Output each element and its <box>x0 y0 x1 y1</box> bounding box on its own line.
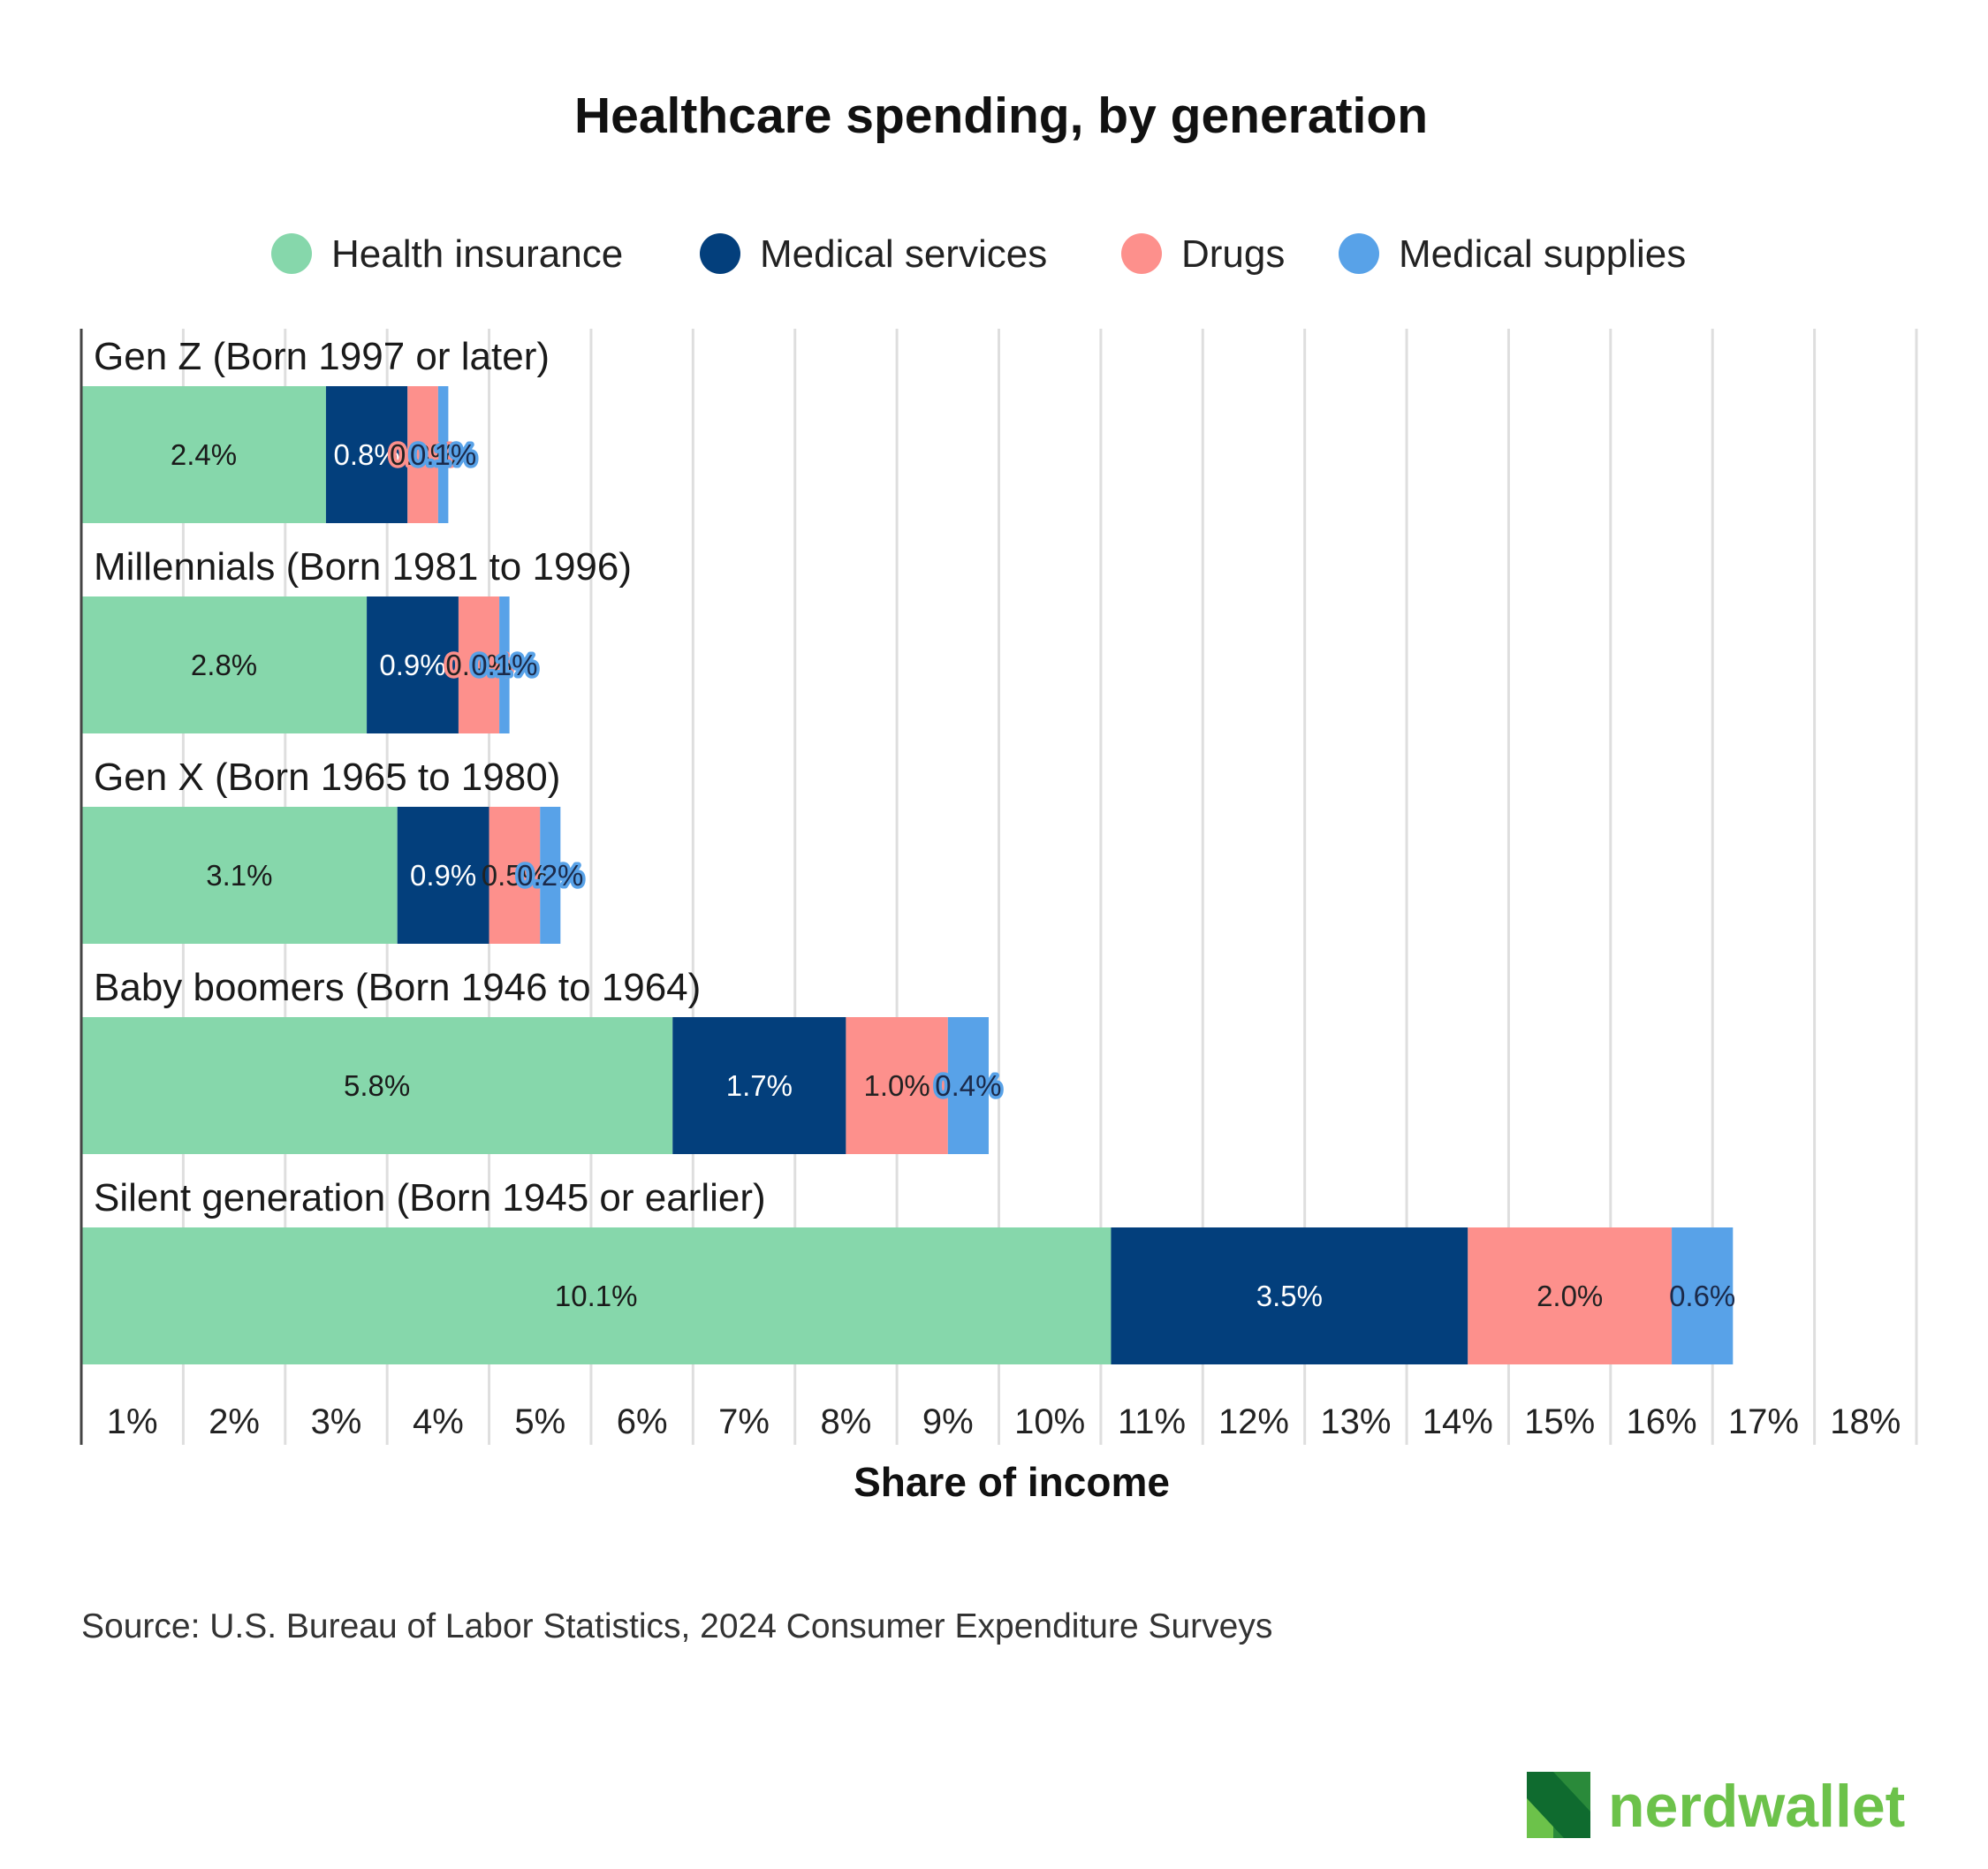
bar-segment <box>1468 1227 1673 1364</box>
bar-segment <box>325 386 408 523</box>
data-label: 0.9% <box>379 649 445 681</box>
logo-wordmark: nerdwallet <box>1608 1773 1905 1840</box>
data-label: 3.1% <box>206 859 272 892</box>
x-tick-label: 6% <box>617 1402 668 1441</box>
data-label: 2.0% <box>1537 1280 1603 1312</box>
x-tick-label: 14% <box>1423 1402 1493 1441</box>
x-tick-label: 8% <box>821 1402 872 1441</box>
bar-segment <box>81 596 368 733</box>
legend-item: Health insurance <box>271 232 623 276</box>
data-label: 2.4% <box>171 438 237 471</box>
legend-swatch <box>271 233 312 274</box>
bars: 2.4% 0.8%0.3%0.1%2.8% 0.9% 0.4%0.1%3.1% 0.9%… <box>81 386 1735 1364</box>
category-label: Gen X (Born 1965 to 1980) <box>94 756 560 799</box>
category-label: Gen Z (Born 1997 or later) <box>94 335 550 378</box>
bar-segment <box>81 1227 1112 1364</box>
chart-title: Healthcare spending, by generation <box>574 87 1428 144</box>
bar-segment <box>367 596 459 733</box>
bar-segment <box>672 1017 846 1154</box>
data-label: 0.2% <box>517 859 583 892</box>
data-label: 5.8% <box>344 1069 410 1102</box>
bar-segment <box>1111 1227 1468 1364</box>
category-label: Silent generation (Born 1945 or earlier) <box>94 1176 766 1219</box>
x-axis-label: Share of income <box>854 1459 1170 1505</box>
x-tick-label: 5% <box>514 1402 565 1441</box>
bar-segment <box>489 807 541 944</box>
x-tick-label: 4% <box>413 1402 464 1441</box>
data-label: 0.6% <box>1669 1280 1735 1312</box>
legend-swatch <box>700 233 740 274</box>
data-label: 0.8% <box>333 438 399 471</box>
legend-label: Drugs <box>1181 232 1285 276</box>
legend-label: Medical supplies <box>1399 232 1686 276</box>
bar-segment <box>81 386 326 523</box>
nerdwallet-n-logo-icon <box>1527 1772 1590 1838</box>
x-tick-labels: 1% 2% 3% 4% 5% 6% 7% 8% 9% 10% 11% 12% 13% 14% 15% 16% 1… <box>107 1402 1901 1441</box>
x-tick-label: 13% <box>1320 1402 1391 1441</box>
bar-segment <box>458 596 500 733</box>
data-label: 1.7% <box>726 1069 793 1102</box>
legend: Health insurance Medical services Drugs Med… <box>271 232 1686 276</box>
data-label: 2.8% <box>191 649 257 681</box>
legend-label: Medical services <box>760 232 1047 276</box>
x-tick-label: 18% <box>1830 1402 1901 1441</box>
bar-segment <box>1672 1227 1734 1364</box>
x-tick-label: 2% <box>209 1402 260 1441</box>
data-label: 0.1% <box>471 649 537 681</box>
x-tick-label: 7% <box>718 1402 770 1441</box>
legend-item: Medical services <box>700 232 1047 276</box>
source-note: Source: U.S. Bureau of Labor Statistics,… <box>81 1607 1272 1645</box>
bar-segment <box>397 807 489 944</box>
data-label: 3.5% <box>1256 1280 1323 1312</box>
bar-segment <box>81 1017 673 1154</box>
bar-segment <box>947 1017 989 1154</box>
data-label: 1.0% <box>864 1069 930 1102</box>
category-labels: Gen Z (Born 1997 or later) Millennials (B… <box>94 335 766 1219</box>
data-label: 0.3% <box>390 438 456 471</box>
bar-segment <box>540 807 561 944</box>
x-tick-label: 1% <box>107 1402 158 1441</box>
legend-item: Drugs <box>1121 232 1285 276</box>
x-tick-label: 15% <box>1524 1402 1595 1441</box>
data-label: 0.4% <box>445 649 512 681</box>
category-label: Millennials (Born 1981 to 1996) <box>94 545 632 589</box>
x-tick-label: 12% <box>1218 1402 1289 1441</box>
legend-item: Medical supplies <box>1339 232 1686 276</box>
x-tick-label: 11% <box>1118 1402 1186 1441</box>
nerdwallet-logo: nerdwallet <box>1527 1772 1905 1840</box>
legend-swatch <box>1121 233 1162 274</box>
legend-label: Health insurance <box>331 232 623 276</box>
x-tick-label: 3% <box>311 1402 362 1441</box>
data-label: 10.1% <box>555 1280 638 1312</box>
bar-segment <box>846 1017 948 1154</box>
bar-segment <box>407 386 438 523</box>
legend-swatch <box>1339 233 1379 274</box>
category-label: Baby boomers (Born 1946 to 1964) <box>94 966 701 1009</box>
x-tick-label: 9% <box>922 1402 974 1441</box>
data-label: 0.5% <box>482 859 548 892</box>
x-tick-label: 17% <box>1728 1402 1799 1441</box>
bar-segment <box>437 386 449 523</box>
data-label: 0.9% <box>410 859 476 892</box>
x-tick-label: 16% <box>1626 1402 1696 1441</box>
x-tick-label: 10% <box>1014 1402 1085 1441</box>
data-label: 0.1% <box>410 438 476 471</box>
bar-segment <box>81 807 398 944</box>
bar-segment <box>499 596 510 733</box>
data-label: 0.4% <box>935 1069 1001 1102</box>
